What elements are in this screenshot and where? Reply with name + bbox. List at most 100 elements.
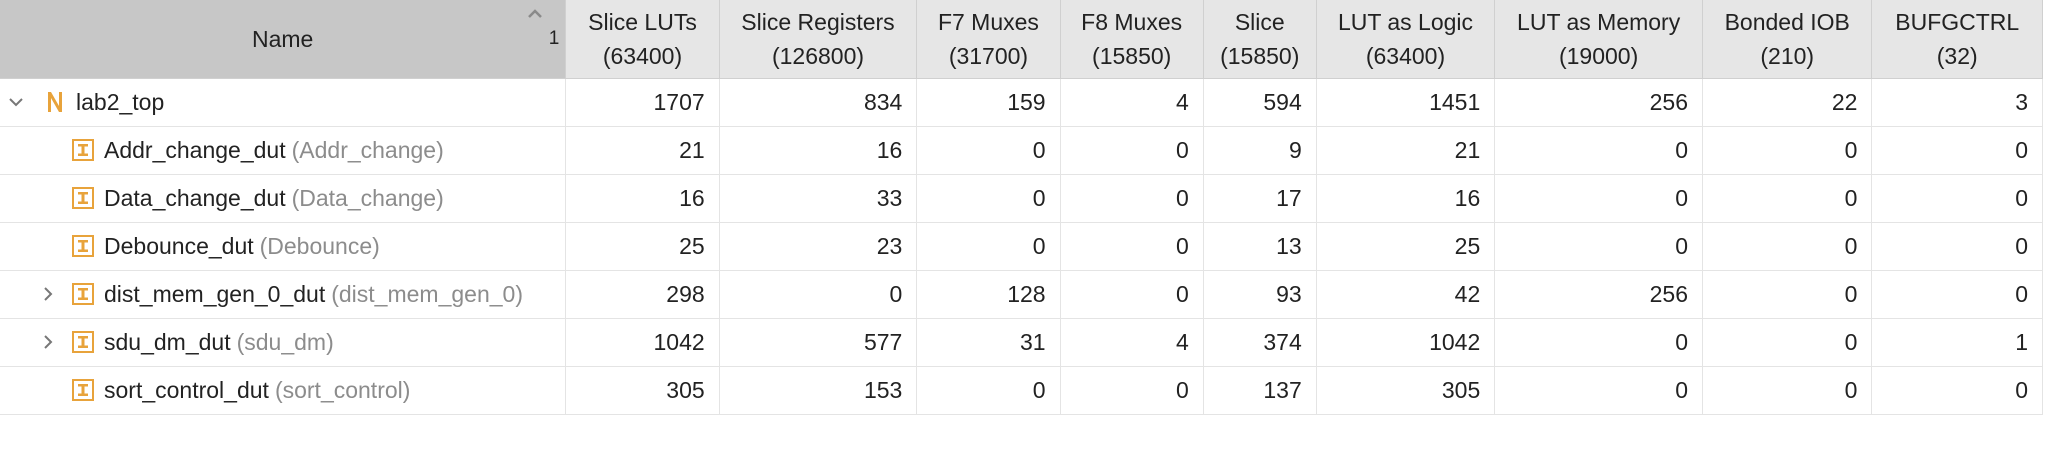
module-instance-icon [72,187,94,209]
column-title: Slice LUTs [588,8,697,35]
module-instance-icon [72,283,94,305]
value-cell: 25 [565,222,720,271]
header-row: Name 1 Slice LUTs (63400) Slice Registers… [0,0,2043,79]
value-cell: 305 [565,366,720,415]
name-cell: sort_control_dut (sort_control) [0,366,567,415]
value-cell: 0 [1494,366,1704,415]
value-cell: 1042 [1316,318,1496,367]
instance-name: dist_mem_gen_0_dut [104,280,326,307]
sort-order-number: 1 [548,28,560,49]
module-name: (sdu_dm) [236,328,334,355]
value-cell: 374 [1203,318,1317,367]
name-cell: Data_change_dut (Data_change) [0,174,567,223]
column-title: BUFGCTRL [1895,8,2020,35]
value-cell: 25 [1316,222,1496,271]
value-cell: 33 [719,174,918,223]
module-instance-icon [72,379,94,401]
value-cell: 137 [1203,366,1317,415]
value-cell: 298 [565,270,720,319]
value-cell: 834 [719,78,918,127]
table-row-dist-mem-gen-0-dut[interactable]: dist_mem_gen_0_dut (dist_mem_gen_0) 298 … [0,270,2043,319]
column-header-bufgctrl[interactable]: BUFGCTRL (32) [1871,0,2043,79]
value-cell: 16 [719,126,918,175]
value-cell: 0 [1060,126,1204,175]
value-cell: 153 [719,366,918,415]
value-cell: 3 [1871,78,2043,127]
column-title: LUT as Memory [1517,8,1681,35]
sort-ascending-icon [528,9,543,18]
value-cell: 0 [1494,318,1704,367]
value-cell: 0 [1871,366,2043,415]
value-cell: 0 [1702,318,1873,367]
module-instance-icon [72,331,94,353]
name-cell: Addr_change_dut (Addr_change) [0,126,567,175]
column-title: F8 Muxes [1081,8,1183,35]
column-title: Bonded IOB [1724,8,1850,35]
column-capacity: (126800) [771,42,865,69]
column-header-lut-as-logic[interactable]: LUT as Logic (63400) [1316,0,1496,79]
value-cell: 0 [1060,222,1204,271]
column-header-f7-muxes[interactable]: F7 Muxes (31700) [916,0,1061,79]
value-cell: 0 [916,366,1061,415]
value-cell: 0 [1702,174,1873,223]
value-cell: 0 [1702,126,1873,175]
value-cell: 159 [916,78,1061,127]
table-row-lab2-top[interactable]: lab2_top 1707 834 159 4 594 1451 256 22 … [0,78,2043,127]
column-capacity: (63400) [1365,42,1446,69]
expand-chevron-icon[interactable] [38,332,58,352]
collapse-chevron-icon[interactable] [6,92,26,112]
column-title: F7 Muxes [937,8,1039,35]
column-header-lut-as-memory[interactable]: LUT as Memory (19000) [1494,0,1704,79]
column-capacity: (63400) [602,42,683,69]
value-cell: 23 [719,222,918,271]
value-cell: 0 [1060,174,1204,223]
value-cell: 0 [916,222,1061,271]
value-cell: 0 [1702,222,1873,271]
value-cell: 0 [1060,270,1204,319]
column-header-slice-luts[interactable]: Slice LUTs (63400) [565,0,720,79]
name-cell: Debounce_dut (Debounce) [0,222,567,271]
module-name: (Debounce) [259,232,380,259]
value-cell: 256 [1494,270,1704,319]
table-row-sdu-dm-dut[interactable]: sdu_dm_dut (sdu_dm) 1042 577 31 4 374 10… [0,318,2043,367]
top-module-icon [44,90,66,114]
value-cell: 93 [1203,270,1317,319]
instance-name: sort_control_dut [104,376,269,403]
table-row-debounce-dut[interactable]: Debounce_dut (Debounce) 25 23 0 0 13 25 … [0,222,2043,271]
value-cell: 256 [1494,78,1704,127]
column-header-slice-registers[interactable]: Slice Registers (126800) [719,0,918,79]
module-name: (Data_change) [291,184,444,211]
value-cell: 0 [916,174,1061,223]
utilization-table: Name 1 Slice LUTs (63400) Slice Registers… [0,0,2043,415]
value-cell: 0 [1494,126,1704,175]
column-capacity: (15850) [1092,42,1172,69]
value-cell: 594 [1203,78,1317,127]
value-cell: 0 [719,270,918,319]
value-cell: 0 [1871,270,2043,319]
column-header-f8-muxes[interactable]: F8 Muxes (15850) [1060,0,1204,79]
column-capacity: (15850) [1220,42,1300,69]
instance-name: Debounce_dut [104,232,254,259]
table-row-addr-change-dut[interactable]: Addr_change_dut (Addr_change) 21 16 0 0 … [0,126,2043,175]
instance-name: sdu_dm_dut [104,328,231,355]
value-cell: 13 [1203,222,1317,271]
value-cell: 16 [1316,174,1496,223]
value-cell: 0 [1871,174,2043,223]
table-row-sort-control-dut[interactable]: sort_control_dut (sort_control) 305 153 … [0,366,2043,415]
value-cell: 17 [1203,174,1317,223]
module-instance-icon [72,235,94,257]
expand-chevron-icon[interactable] [38,284,58,304]
instance-name: Addr_change_dut [104,136,286,163]
table-row-data-change-dut[interactable]: Data_change_dut (Data_change) 16 33 0 0 … [0,174,2043,223]
column-header-bonded-iob[interactable]: Bonded IOB (210) [1702,0,1873,79]
value-cell: 0 [1494,174,1704,223]
value-cell: 1451 [1316,78,1496,127]
value-cell: 1707 [565,78,720,127]
value-cell: 4 [1060,78,1204,127]
column-capacity: (31700) [948,42,1029,69]
column-capacity: (19000) [1558,42,1639,69]
column-header-name[interactable]: Name 1 [0,0,567,79]
instance-name: lab2_top [76,88,165,115]
value-cell: 21 [1316,126,1496,175]
column-header-slice[interactable]: Slice (15850) [1203,0,1317,79]
